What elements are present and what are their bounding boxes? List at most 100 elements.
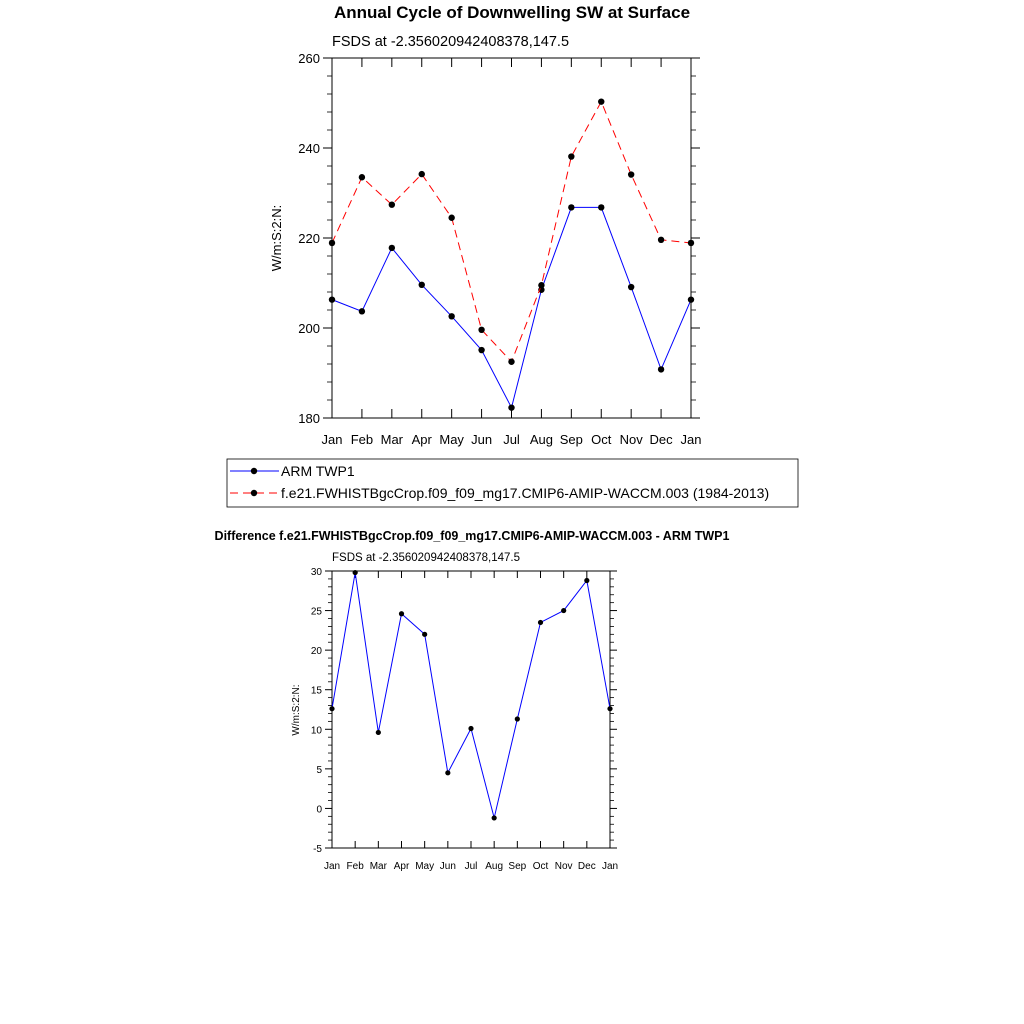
- x-tick-label: Sep: [560, 432, 583, 447]
- x-tick-label: Aug: [485, 861, 503, 872]
- axis-ticks: [323, 57, 700, 419]
- legend-box: [226, 458, 799, 508]
- y-axis-label: W/m:S:2:N:: [269, 205, 284, 271]
- y-tick-label: 5: [316, 765, 322, 776]
- series-line-1: [331, 100, 692, 363]
- data-point: [538, 282, 545, 289]
- x-tick-label: May: [415, 861, 434, 872]
- y-tick-label: 220: [298, 231, 320, 246]
- data-point: [584, 577, 590, 584]
- legend-entry-arm: ARM TWP1: [230, 463, 355, 479]
- data-point: [418, 170, 425, 178]
- x-tick-label: May: [439, 432, 464, 447]
- data-point: [422, 631, 428, 637]
- x-tick-label: Jun: [471, 432, 492, 447]
- x-tick-label: Aug: [530, 432, 553, 447]
- y-tick-label: 15: [311, 686, 323, 697]
- x-tick-label: Mar: [370, 861, 388, 872]
- legend: ARM TWP1 f.e21.FWHISTBgcCrop.f09_f09_mg1…: [226, 458, 799, 508]
- x-tick-label: Dec: [578, 861, 596, 872]
- data-point: [352, 569, 358, 576]
- data-point: [329, 706, 335, 712]
- data-point: [568, 153, 575, 160]
- chart-subtitle: FSDS at -2.356020942408378,147.5: [332, 34, 569, 50]
- difference-plot-frame: [331, 570, 611, 849]
- data-point: [398, 611, 405, 617]
- difference-chart: Difference f.e21.FWHISTBgcCrop.f09_f09_m…: [215, 529, 730, 872]
- data-point: [657, 236, 665, 243]
- data-point: [657, 366, 665, 373]
- x-tick-label: Jun: [440, 861, 456, 872]
- data-point: [537, 619, 544, 626]
- y-tick-label: 240: [298, 141, 320, 156]
- data-point: [568, 204, 575, 211]
- series-layer: [328, 98, 695, 411]
- x-tick-label: Feb: [347, 861, 365, 872]
- annual-cycle-chart: Annual Cycle of Downwelling SW at Surfac…: [226, 3, 799, 508]
- data-point: [388, 244, 396, 252]
- data-point: [508, 358, 515, 365]
- data-point: [448, 214, 455, 221]
- y-tick-label: -5: [313, 844, 322, 855]
- data-point: [687, 239, 695, 247]
- legend-label-arm: ARM TWP1: [281, 463, 355, 479]
- data-point: [418, 281, 425, 288]
- y-tick-label: 25: [311, 607, 323, 618]
- data-point: [514, 716, 520, 722]
- legend-marker-model: [250, 489, 258, 497]
- data-point: [607, 706, 613, 712]
- x-tick-label: Nov: [620, 432, 644, 447]
- data-point: [561, 607, 567, 614]
- difference-title: Difference f.e21.FWHISTBgcCrop.f09_f09_m…: [215, 529, 730, 543]
- difference-y-axis-label: W/m:S:2:N:: [291, 684, 302, 735]
- y-tick-label: 200: [298, 321, 320, 336]
- data-point: [687, 296, 695, 303]
- data-point: [478, 346, 485, 354]
- x-tick-label: Nov: [555, 861, 573, 872]
- data-point: [375, 729, 381, 736]
- x-tick-label: Sep: [508, 861, 526, 872]
- y-tick-label: 10: [311, 725, 323, 736]
- data-point: [388, 201, 396, 208]
- x-tick-label: Dec: [650, 432, 674, 447]
- data-point: [328, 296, 336, 303]
- tick-labels: Jan Feb Mar Apr May Jun Jul Aug Sep Oct Nov Dec Jan1…: [298, 51, 701, 447]
- x-tick-label: Jan: [602, 861, 618, 872]
- series-line-0: [331, 206, 692, 410]
- data-point: [358, 308, 366, 315]
- data-point: [598, 98, 605, 105]
- y-tick-label: 30: [311, 567, 323, 578]
- x-tick-label: Feb: [351, 432, 373, 447]
- legend-label-model: f.e21.FWHISTBgcCrop.f09_f09_mg17.CMIP6-A…: [281, 485, 769, 501]
- x-tick-label: Jan: [681, 432, 702, 447]
- difference-series-layer: [329, 569, 613, 821]
- data-point: [627, 283, 635, 291]
- x-tick-label: Jan: [324, 861, 340, 872]
- x-tick-label: Apr: [394, 861, 410, 872]
- difference-subtitle: FSDS at -2.356020942408378,147.5: [332, 552, 520, 564]
- data-point: [328, 239, 336, 247]
- data-point: [598, 204, 605, 211]
- data-point: [491, 815, 497, 821]
- x-tick-label: Jul: [465, 861, 478, 872]
- data-point: [508, 404, 515, 411]
- difference-axis-ticks: [325, 570, 617, 849]
- x-tick-label: Apr: [412, 432, 433, 447]
- x-tick-label: Jan: [322, 432, 343, 447]
- legend-marker-arm: [250, 467, 258, 475]
- series-line-0: [331, 572, 611, 819]
- data-point: [445, 770, 451, 776]
- difference-tick-labels: Jan Feb Mar Apr May Jun Jul Aug Sep Oct Nov Dec Jan-…: [311, 567, 618, 872]
- x-tick-label: Mar: [381, 432, 404, 447]
- y-tick-label: 0: [316, 804, 322, 815]
- data-point: [468, 725, 474, 732]
- y-tick-label: 180: [298, 411, 320, 426]
- data-point: [358, 174, 366, 181]
- legend-entry-model: f.e21.FWHISTBgcCrop.f09_f09_mg17.CMIP6-A…: [230, 485, 769, 501]
- x-tick-label: Oct: [533, 861, 549, 872]
- x-tick-label: Jul: [503, 432, 520, 447]
- y-tick-label: 260: [298, 51, 320, 66]
- y-tick-label: 20: [311, 646, 323, 657]
- chart-title: Annual Cycle of Downwelling SW at Surfac…: [334, 3, 690, 22]
